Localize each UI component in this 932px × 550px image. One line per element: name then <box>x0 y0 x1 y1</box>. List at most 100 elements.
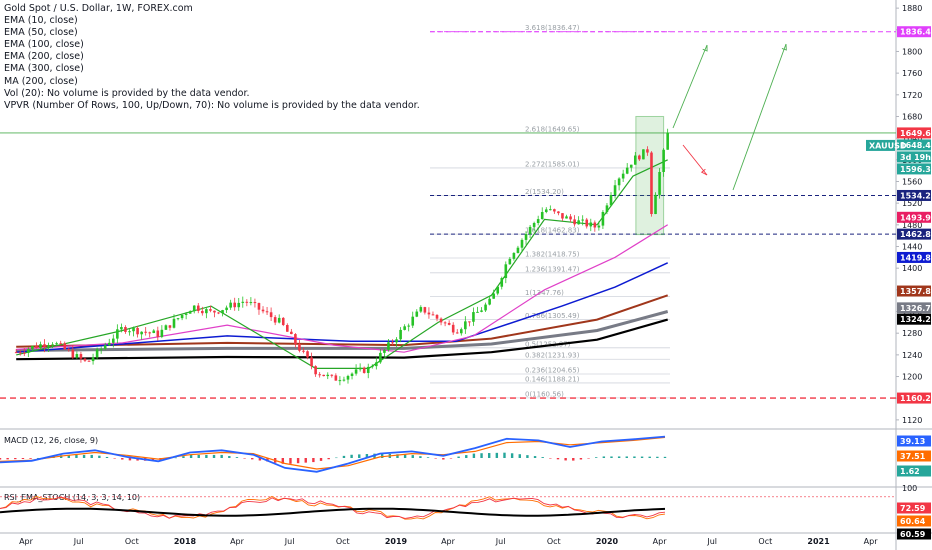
candle-body <box>383 349 386 353</box>
ema50-line <box>16 224 669 353</box>
macd-line <box>0 435 666 473</box>
candle-body <box>528 226 532 235</box>
y-tick-label: 1120 <box>902 416 922 425</box>
macd-histogram-bar <box>541 457 544 458</box>
candle-body <box>512 252 516 259</box>
candle-body <box>609 194 613 206</box>
macd-histogram-bar <box>572 458 575 461</box>
x-tick-label: Apr <box>864 537 879 546</box>
x-tick-label: Jul <box>706 537 717 546</box>
macd-histogram-bar <box>75 454 78 458</box>
candle-body <box>35 345 38 348</box>
price-label-badge <box>897 163 931 175</box>
candle-body <box>281 317 285 326</box>
candle-body <box>366 366 370 373</box>
candle-body <box>298 343 301 351</box>
candle-body <box>601 212 605 226</box>
candle-body <box>350 373 354 376</box>
price-label-text: 1419.81 <box>900 253 932 262</box>
legend-vpvr[interactable]: VPVR (Number Of Rows, 100, Up/Down, 70):… <box>4 99 420 111</box>
price-label-text: 3d 19h <box>900 153 931 162</box>
macd-histogram-bar <box>595 457 598 458</box>
x-tick-label: Apr <box>19 537 34 546</box>
candle-body <box>569 216 572 220</box>
candle-body <box>451 324 455 333</box>
x-tick-label: Oct <box>125 537 139 546</box>
macd-value-text: 37.51 <box>900 452 926 461</box>
x-tick-label: Apr <box>230 537 245 546</box>
candle-body <box>427 312 431 315</box>
legend-ema300[interactable]: EMA (300, close) <box>4 63 84 75</box>
x-tick-label: Jul <box>73 537 84 546</box>
candle-body <box>480 310 483 312</box>
macd-histogram-bar <box>495 452 499 458</box>
price-label-text: 1534.20 <box>900 191 932 200</box>
legend-ma200[interactable]: MA (200, close) <box>4 75 78 87</box>
candle-body <box>439 318 443 323</box>
macd-histogram-bar <box>335 457 338 459</box>
macd-histogram-bar <box>625 456 628 458</box>
candle-body <box>415 311 419 317</box>
candle-body <box>253 302 257 304</box>
price-label-badge <box>897 285 931 297</box>
price-label-text: 1326.76 <box>900 304 932 313</box>
candle-body <box>188 311 192 314</box>
candle-body <box>524 234 528 240</box>
macd-histogram-bar <box>442 458 445 460</box>
candle-body <box>241 301 245 303</box>
candle-body <box>184 313 188 315</box>
y-tick-label: 1880 <box>902 4 922 13</box>
price-label-badge <box>897 139 931 151</box>
x-tick-label: Jul <box>495 537 506 546</box>
candle-body <box>585 219 589 227</box>
macd-value-text: 39.13 <box>900 437 925 446</box>
macd-histogram-bar <box>480 453 483 458</box>
legend-ema200[interactable]: EMA (200, close) <box>4 51 84 63</box>
candle-body <box>71 349 75 358</box>
price-label-badge <box>897 151 931 163</box>
candle-body <box>156 330 160 337</box>
projection-arrow-up-1-head <box>702 44 708 52</box>
rsi-value-text: 72.59 <box>900 504 926 513</box>
candle-body <box>589 222 593 227</box>
macd-histogram-bar <box>640 456 644 458</box>
candle-body <box>399 329 402 340</box>
rsi-value-badge <box>897 502 931 514</box>
candle-body <box>160 329 164 337</box>
macd-histogram-bar <box>656 456 659 458</box>
macd-histogram-bar <box>113 458 116 459</box>
price-label-text: 1324.27 <box>900 315 932 324</box>
fib-level-label: 2(1534.20) <box>525 188 564 196</box>
candle-body <box>654 194 657 215</box>
chart-title[interactable]: Gold Spot / U.S. Dollar, 1W, FOREX.com <box>4 3 193 14</box>
legend-ema100[interactable]: EMA (100, close) <box>4 39 84 51</box>
macd-histogram-bar <box>258 458 262 461</box>
price-label-badge <box>897 392 931 404</box>
legend-ema10[interactable]: EMA (10, close) <box>4 15 78 27</box>
macd-histogram-bar <box>396 454 399 458</box>
candle-body <box>658 171 661 195</box>
candle-body <box>55 343 58 345</box>
macd-histogram-bar <box>465 455 468 458</box>
price-label-badge <box>897 228 931 240</box>
legend-volume[interactable]: Vol (20): No volume is provided by the d… <box>4 87 250 99</box>
legend-ema50[interactable]: EMA (50, close) <box>4 27 78 39</box>
candle-body <box>249 302 253 304</box>
fib-level-label: 0(1160.56) <box>525 390 564 398</box>
candle-body <box>87 360 91 362</box>
fib-level-label: 0.236(1204.65) <box>525 367 580 375</box>
y-tick-label: 1800 <box>902 47 922 56</box>
rsi-ema-line <box>0 496 666 519</box>
macd-histogram-bar <box>533 456 537 458</box>
projection-arrow-down-head <box>700 168 708 176</box>
candle-body <box>290 331 293 335</box>
candle-body <box>172 318 176 328</box>
indicator-legend: Gold Spot / U.S. Dollar, 1W, FOREX.com E… <box>4 3 420 112</box>
macd-histogram-bar <box>556 458 560 460</box>
candle-body <box>221 310 224 314</box>
candle-body <box>593 222 597 228</box>
candle-body <box>95 349 99 358</box>
projection-arrow-up-2 <box>732 43 787 191</box>
